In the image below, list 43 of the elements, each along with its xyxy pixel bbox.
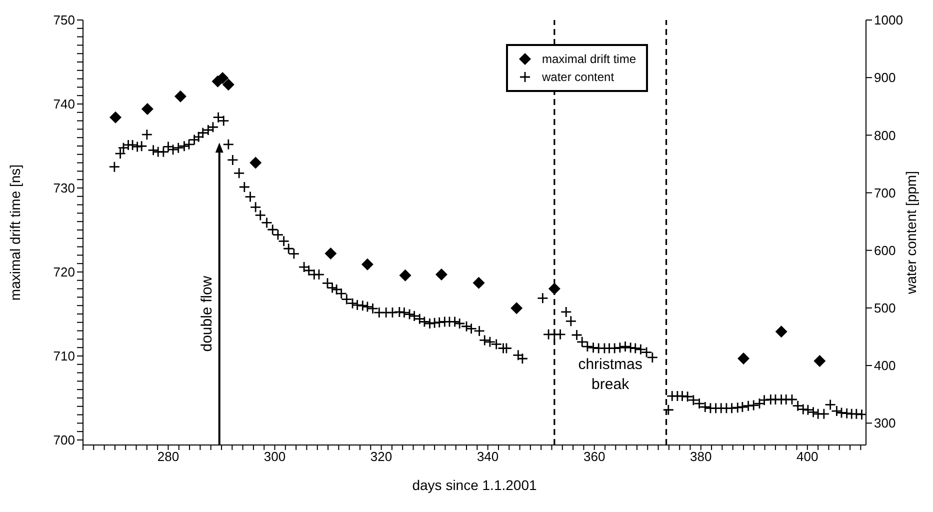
point xyxy=(109,111,122,124)
x-tick-label: 340 xyxy=(476,449,499,464)
point xyxy=(775,326,788,338)
point xyxy=(472,276,485,289)
x-tick-label: 300 xyxy=(264,449,286,464)
y-tick-label: 700 xyxy=(53,432,75,448)
point xyxy=(141,103,154,116)
y2-tick-label: 1000 xyxy=(874,12,903,28)
point xyxy=(174,90,186,102)
point xyxy=(814,355,826,368)
point xyxy=(361,258,374,270)
legend-label: water content xyxy=(542,70,614,84)
y2-tick-label: 400 xyxy=(874,358,896,374)
point xyxy=(737,352,750,364)
point xyxy=(510,302,523,314)
y-tick-label: 740 xyxy=(53,96,75,112)
x-tick-label: 380 xyxy=(690,449,712,464)
y2-tick-label: 800 xyxy=(874,128,896,143)
annotation: double flow xyxy=(198,276,216,352)
y2-tick-label: 300 xyxy=(874,416,896,431)
x-tick-label: 400 xyxy=(796,449,818,464)
point xyxy=(399,269,412,282)
annotation: christmas break xyxy=(578,356,642,393)
y2-tick-label: 900 xyxy=(874,70,896,86)
y2-tick-label: 500 xyxy=(874,300,896,316)
x-tick-label: 360 xyxy=(583,449,606,464)
x-axis-title: days since 1.1.2001 xyxy=(412,477,537,493)
y-tick-label: 720 xyxy=(53,264,75,280)
y2-tick-label: 700 xyxy=(874,185,896,200)
y2-tick-label: 600 xyxy=(874,242,896,258)
point xyxy=(435,268,448,280)
point xyxy=(324,248,337,260)
y-tick-label: 710 xyxy=(53,348,75,364)
x-tick-label: 320 xyxy=(370,449,392,464)
point xyxy=(250,156,262,169)
legend-label: maximal drift time xyxy=(542,52,636,66)
y2-axis-title: water content [ppm] xyxy=(902,171,919,295)
point xyxy=(222,78,234,91)
point xyxy=(548,282,560,295)
y-tick-label: 730 xyxy=(53,180,75,196)
y-axis-title: maximal drift time [ns] xyxy=(6,164,23,301)
x-tick-label: 280 xyxy=(157,449,180,464)
y-tick-label: 750 xyxy=(53,12,75,28)
